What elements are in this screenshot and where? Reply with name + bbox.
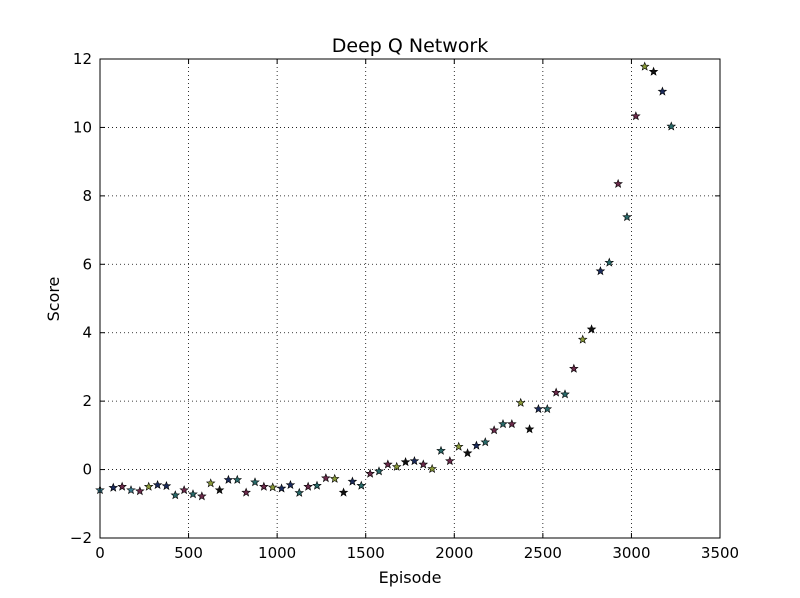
y-tick-label: 4 [82, 324, 92, 342]
data-point [436, 445, 446, 455]
data-point [223, 474, 234, 484]
x-tick-label: 500 [174, 544, 203, 562]
data-point [418, 459, 429, 469]
grid [100, 59, 720, 538]
data-point [232, 474, 243, 484]
data-point [117, 481, 127, 491]
data-point [524, 424, 535, 434]
data-point [427, 463, 437, 473]
y-tick-label: 12 [73, 50, 92, 68]
data-point [250, 477, 260, 487]
data-point [622, 212, 632, 222]
data-point [365, 468, 375, 478]
data-point [126, 485, 136, 495]
data-point [498, 419, 508, 429]
data-point [471, 440, 482, 450]
x-tick-label: 1000 [258, 544, 296, 562]
data-point [312, 480, 322, 490]
data-point [294, 487, 305, 497]
y-tick-label: 2 [82, 392, 92, 410]
data-point [179, 485, 189, 495]
data-point [560, 389, 570, 399]
data-point [161, 480, 172, 491]
data-point [515, 397, 526, 407]
y-axis-label: Score [44, 277, 63, 322]
y-tick-label: 0 [82, 461, 92, 479]
data-point [595, 266, 606, 276]
x-tick-label: 2500 [524, 544, 562, 562]
data-point [400, 457, 411, 467]
y-tick-label: 6 [82, 255, 92, 273]
y-tick-label: 10 [73, 118, 92, 136]
data-point [241, 487, 251, 497]
data-points [95, 61, 677, 501]
data-point [569, 363, 579, 373]
data-point [533, 403, 544, 414]
data-point [214, 485, 225, 495]
data-point [285, 479, 296, 490]
data-point [197, 491, 207, 501]
data-point [445, 455, 455, 466]
x-tick-label: 2000 [435, 544, 473, 562]
data-point [639, 61, 650, 71]
x-tick-label: 0 [95, 544, 105, 562]
data-point [329, 473, 340, 483]
x-axis-label: Episode [379, 568, 442, 587]
chart-title: Deep Q Network [332, 35, 488, 57]
data-point [276, 483, 287, 493]
data-point [205, 478, 216, 488]
data-point [489, 425, 499, 435]
data-point [303, 481, 313, 491]
data-point [143, 481, 154, 491]
y-tick-label: −2 [70, 529, 92, 547]
data-point [542, 403, 553, 414]
data-point [613, 178, 623, 188]
data-point [648, 66, 659, 76]
data-point [453, 441, 464, 451]
data-point [188, 489, 198, 499]
data-point [108, 482, 119, 492]
data-point [631, 111, 641, 121]
x-tick-label: 3500 [701, 544, 739, 562]
data-point [135, 486, 145, 496]
data-point [383, 459, 393, 469]
data-point [462, 448, 473, 458]
y-tick-label: 8 [82, 187, 92, 205]
data-point [338, 487, 349, 497]
data-point [267, 482, 278, 492]
data-point [409, 455, 420, 466]
data-point [551, 387, 561, 397]
data-point [170, 490, 181, 500]
data-point [666, 121, 677, 131]
data-point [259, 481, 269, 491]
plot-frame [99, 58, 721, 539]
data-point [507, 419, 517, 429]
data-point [657, 86, 668, 96]
x-tick-label: 1500 [347, 544, 385, 562]
data-point [152, 479, 163, 490]
data-point [577, 334, 588, 344]
data-point [321, 473, 331, 483]
data-point [480, 437, 491, 447]
data-point [391, 461, 402, 471]
data-point [356, 480, 367, 490]
x-tick-label: 3000 [612, 544, 650, 562]
data-point [347, 476, 358, 486]
data-point [586, 324, 597, 334]
data-point [374, 466, 384, 476]
data-point [604, 257, 615, 267]
